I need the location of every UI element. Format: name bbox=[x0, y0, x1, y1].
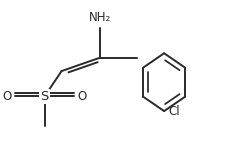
Text: NH₂: NH₂ bbox=[88, 11, 111, 24]
Text: O: O bbox=[77, 90, 86, 103]
Text: S: S bbox=[40, 90, 49, 103]
Text: O: O bbox=[3, 90, 12, 103]
Text: Cl: Cl bbox=[167, 105, 179, 118]
